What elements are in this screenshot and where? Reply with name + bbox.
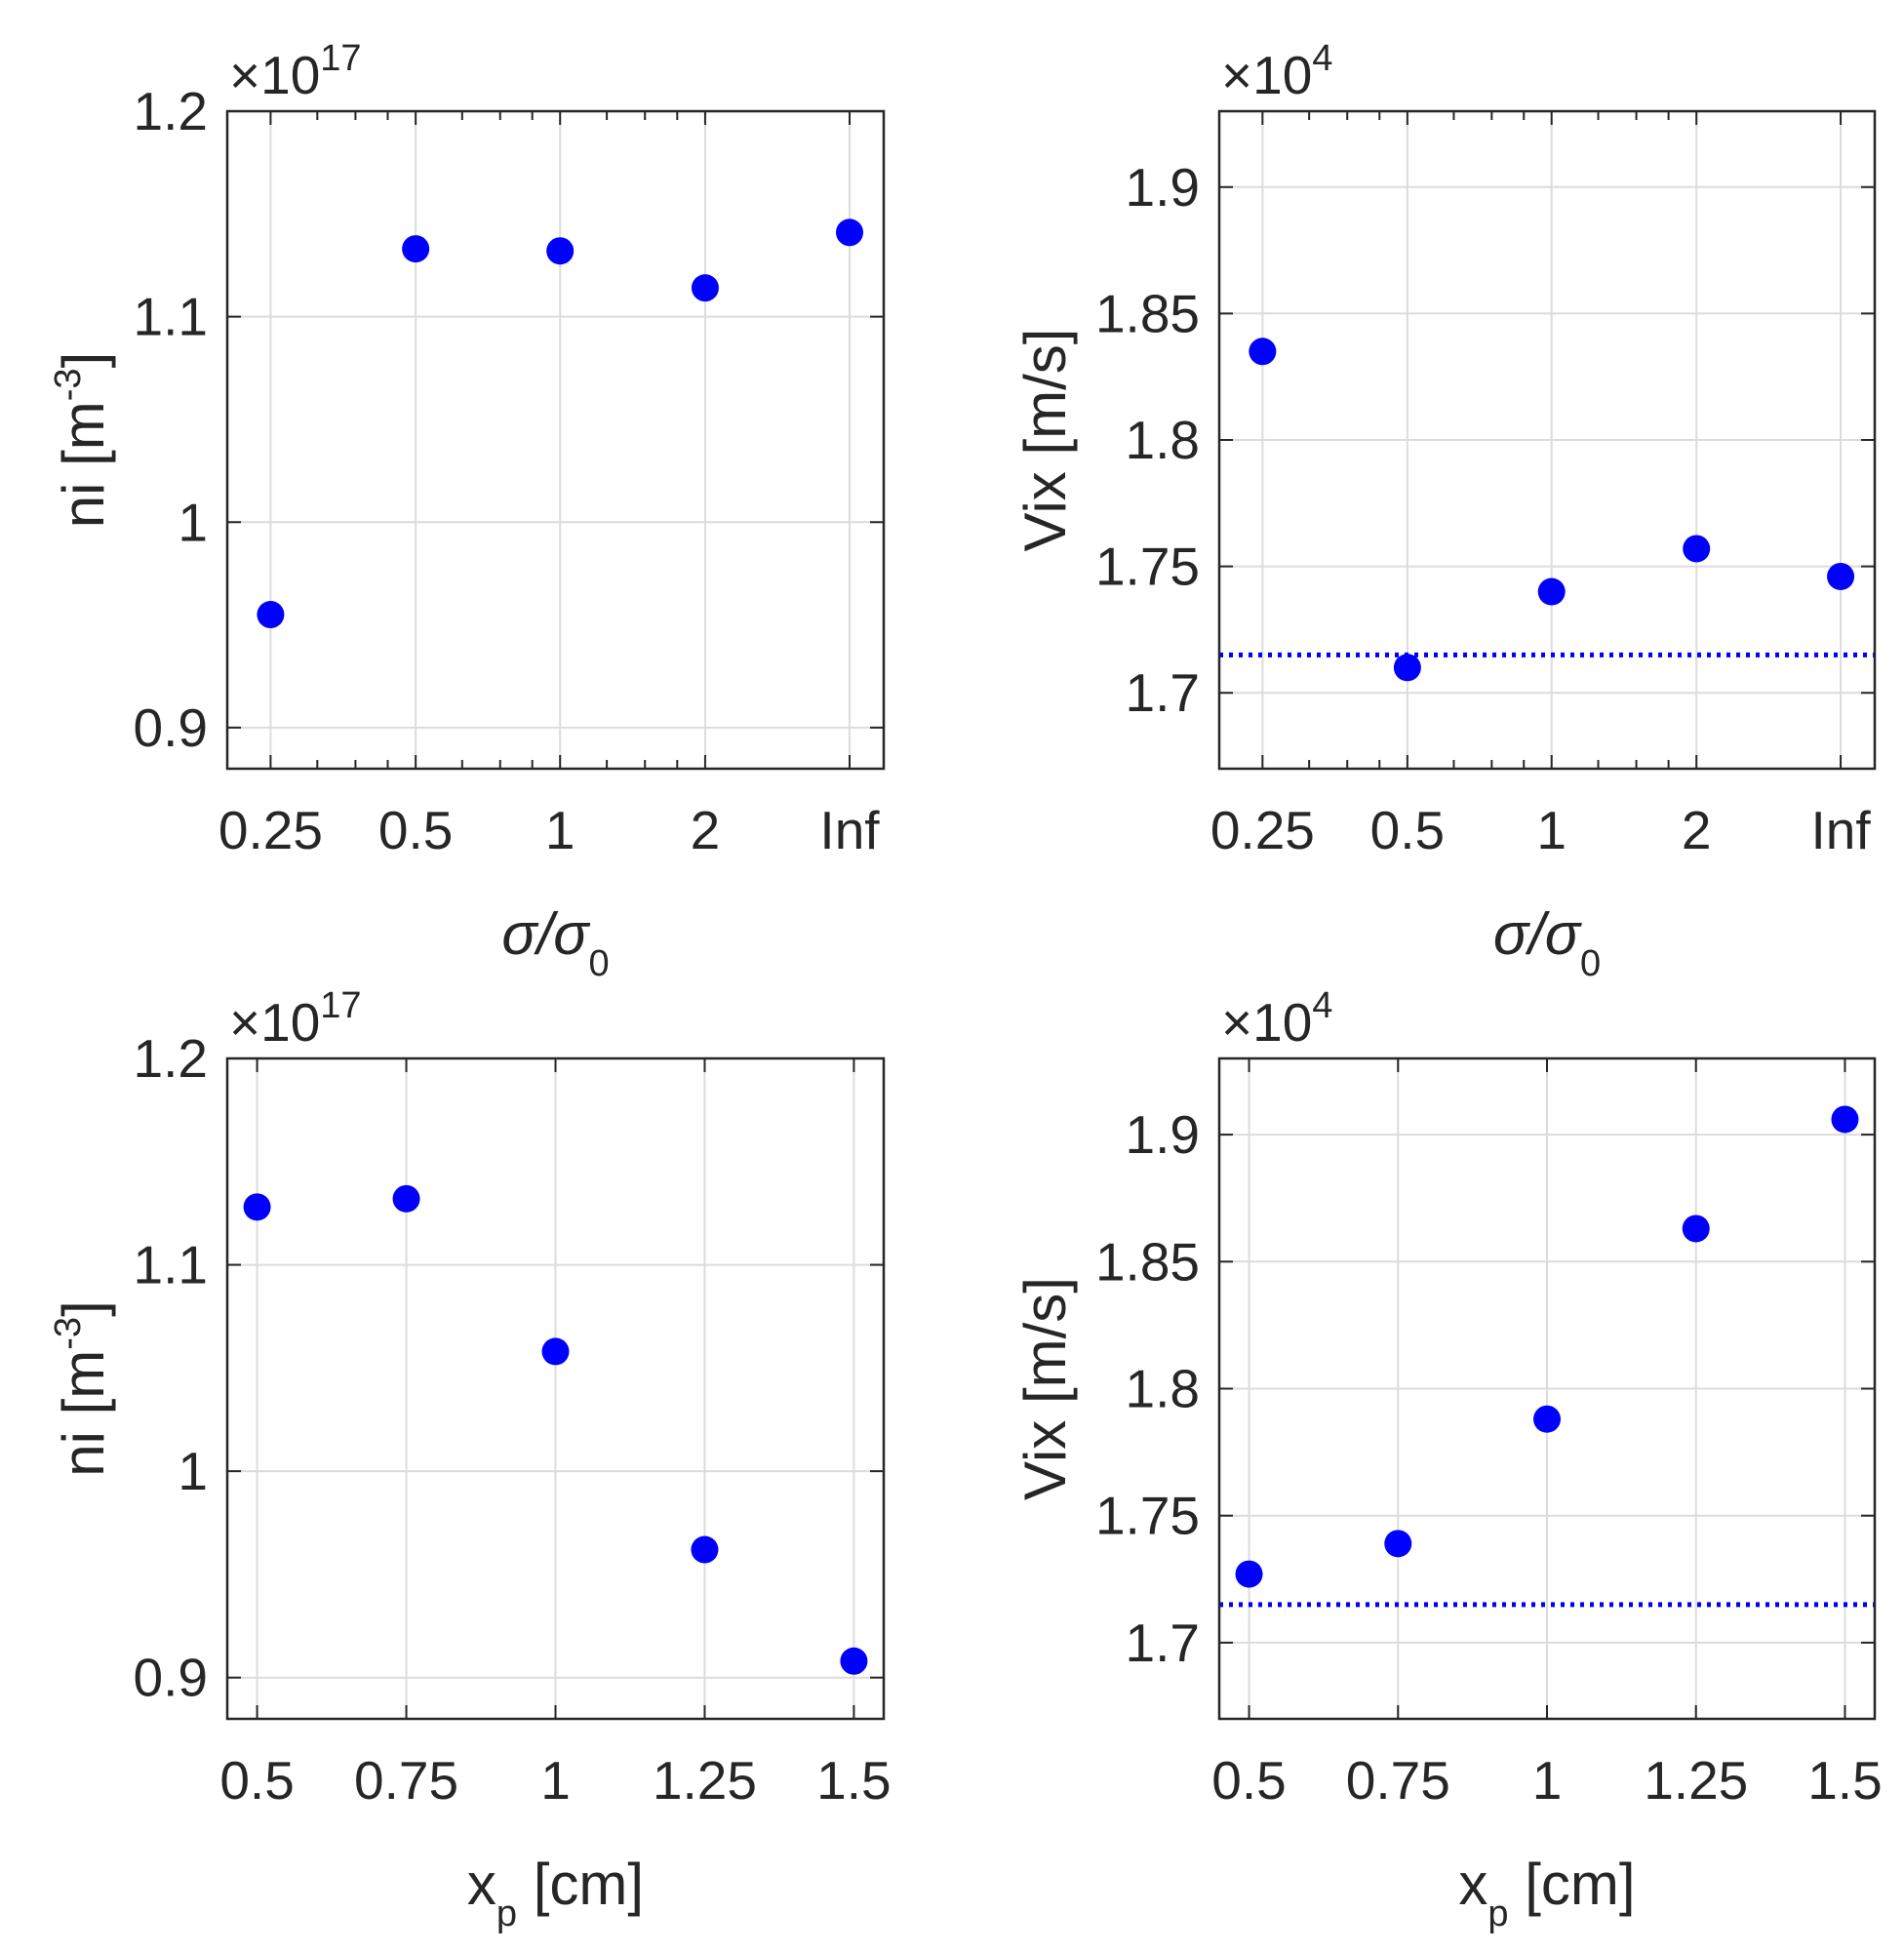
x-axis-label: σ/σ0 bbox=[501, 901, 609, 984]
x-tick-label: 1.25 bbox=[653, 1750, 757, 1811]
y-tick-label: 1.8 bbox=[1126, 410, 1200, 470]
x-tick-label: 0.5 bbox=[219, 1750, 294, 1811]
y-axis-label: Vix [m/s] bbox=[1012, 329, 1078, 552]
x-tick-label: 0.25 bbox=[218, 800, 323, 860]
data-point bbox=[1384, 1530, 1412, 1558]
y-tick-label: 1.7 bbox=[1126, 1613, 1200, 1673]
y-tick-label: 0.9 bbox=[134, 697, 208, 758]
y-tick-label: 1.8 bbox=[1126, 1359, 1200, 1419]
y-tick-label: 1.75 bbox=[1095, 537, 1200, 597]
x-tick-label: 0.5 bbox=[1211, 1750, 1286, 1811]
y-tick-label: 1.1 bbox=[134, 287, 208, 347]
data-point bbox=[1827, 562, 1855, 590]
axes-box bbox=[225, 109, 886, 771]
x-tick-label: 1 bbox=[545, 800, 575, 860]
data-point bbox=[840, 1647, 868, 1675]
data-point bbox=[243, 1193, 271, 1221]
x-tick-label: 1.5 bbox=[1807, 1750, 1882, 1811]
chart-vix-vs-xp: 0.5 0.75 1 1.25 1.5 1.7 1.75 1.8 1.85 1.9 ×104 xp [… bbox=[1012, 985, 1883, 1934]
data-point bbox=[1235, 1560, 1263, 1588]
axis-exponent: ×1017 bbox=[229, 985, 362, 1053]
chart-ni-vs-sigma: 0.25 0.5 1 2 Inf 0.9 1 1.1 1.2 ×1017 σ/σ0 ni [m-3] bbox=[48, 38, 886, 984]
data-point bbox=[836, 219, 864, 247]
data-point bbox=[1831, 1105, 1859, 1134]
y-tick-label: 1.7 bbox=[1126, 662, 1200, 723]
y-tick-label: 1.2 bbox=[134, 1028, 208, 1089]
y-tick-label: 1 bbox=[178, 1441, 208, 1501]
x-tick-label: 0.25 bbox=[1210, 800, 1315, 860]
data-point bbox=[1533, 1405, 1561, 1433]
y-axis-label: ni [m-3] bbox=[48, 352, 116, 529]
y-axis-label: ni [m-3] bbox=[48, 1300, 116, 1477]
x-tick-label: 1.25 bbox=[1644, 1750, 1748, 1811]
x-tick-label: Inf bbox=[1810, 800, 1871, 860]
data-point bbox=[691, 1535, 719, 1564]
y-tick-label: 1.9 bbox=[1126, 1104, 1200, 1165]
x-axis-label: σ/σ0 bbox=[1493, 901, 1601, 984]
data-point bbox=[402, 235, 430, 263]
x-tick-label: 2 bbox=[1682, 800, 1712, 860]
axis-exponent: ×1017 bbox=[229, 38, 362, 105]
data-point bbox=[392, 1184, 420, 1213]
axis-exponent: ×104 bbox=[1221, 985, 1332, 1053]
chart-vix-vs-sigma: 0.25 0.5 1 2 Inf 1.7 1.75 1.8 1.85 1.9 ×104 σ/σ0 Vix… bbox=[1012, 38, 1877, 984]
x-tick-label: Inf bbox=[819, 800, 880, 860]
x-axis-label: xp [cm] bbox=[1458, 1852, 1635, 1934]
y-tick-label: 1 bbox=[178, 492, 208, 552]
data-point bbox=[1683, 535, 1711, 563]
data-point bbox=[1682, 1215, 1710, 1243]
x-tick-label: 0.75 bbox=[354, 1750, 458, 1811]
x-tick-label: 2 bbox=[691, 800, 721, 860]
data-point bbox=[541, 1337, 570, 1366]
x-tick-label: 1 bbox=[540, 1750, 571, 1811]
data-point bbox=[1537, 578, 1566, 606]
y-axis-label: Vix [m/s] bbox=[1012, 1277, 1078, 1500]
y-tick-label: 0.9 bbox=[134, 1648, 208, 1708]
data-point bbox=[257, 601, 285, 629]
y-tick-label: 1.1 bbox=[134, 1235, 208, 1295]
data-point bbox=[546, 237, 575, 265]
y-tick-label: 1.85 bbox=[1095, 283, 1200, 343]
data-point bbox=[1393, 654, 1421, 682]
x-tick-label: 1.5 bbox=[816, 1750, 891, 1811]
x-tick-label: 0.5 bbox=[1370, 800, 1445, 860]
data-point bbox=[691, 274, 719, 302]
x-tick-label: 1 bbox=[1536, 800, 1567, 860]
axis-exponent: ×104 bbox=[1221, 38, 1332, 105]
x-tick-label: 0.5 bbox=[378, 800, 453, 860]
y-tick-label: 1.75 bbox=[1095, 1486, 1200, 1546]
chart-ni-vs-xp: 0.5 0.75 1 1.25 1.5 0.9 1 1.1 1.2 ×1017 xp [cm] ni … bbox=[48, 985, 892, 1934]
y-tick-label: 1.9 bbox=[1126, 157, 1200, 218]
data-point bbox=[1249, 338, 1277, 366]
y-tick-label: 1.2 bbox=[134, 81, 208, 141]
y-tick-label: 1.85 bbox=[1095, 1231, 1200, 1292]
x-tick-label: 1 bbox=[1532, 1750, 1563, 1811]
x-tick-label: 0.75 bbox=[1346, 1750, 1450, 1811]
x-axis-label: xp [cm] bbox=[467, 1852, 644, 1934]
